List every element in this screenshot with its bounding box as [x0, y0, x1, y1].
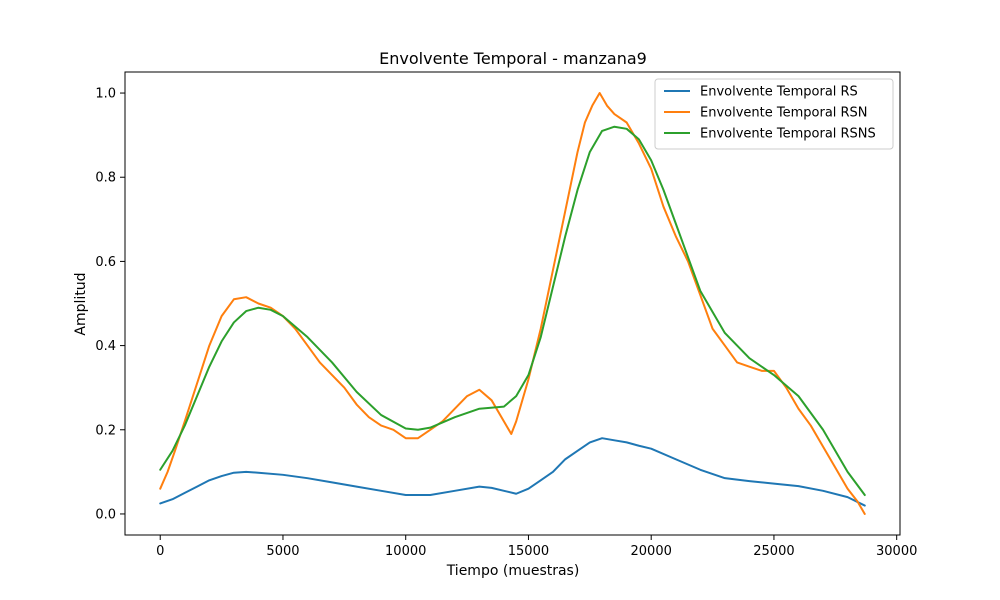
- x-axis-label: Tiempo (muestras): [446, 563, 580, 579]
- x-tick-label: 25000: [753, 544, 794, 559]
- plot-area: 0 5000 10000 15000 20000 25000 30000 0.0 0.2 0.4 0…: [95, 71, 917, 559]
- x-tick-label: 0: [156, 544, 164, 559]
- y-tick-label: 0.6: [95, 255, 116, 270]
- y-tick-label: 0.8: [95, 171, 116, 186]
- series-line-2: [159, 92, 866, 515]
- x-tick-label: 10000: [385, 544, 426, 559]
- series-line-3: [159, 125, 866, 497]
- legend-box: [654, 78, 894, 150]
- y-tick-label: 0.2: [95, 423, 116, 438]
- y-tick-label: 1.0: [95, 87, 116, 102]
- x-tick-label: 5000: [266, 544, 299, 559]
- y-tick-label: 0.4: [95, 339, 116, 354]
- x-tick-label: 30000: [876, 544, 917, 559]
- y-axis-label: Amplitud: [73, 272, 89, 335]
- legend-label: Envolvente Temporal RSN: [700, 106, 868, 121]
- axes-frame: [124, 71, 901, 536]
- legend-label: Envolvente Temporal RSNS: [700, 127, 876, 142]
- x-tick-label: 20000: [631, 544, 672, 559]
- legend: Envolvente Temporal RS Envolvente Tempora…: [654, 78, 894, 150]
- x-tick-label: 15000: [508, 544, 549, 559]
- y-tick-label: 0.0: [95, 507, 116, 522]
- series-line-1: [159, 437, 866, 507]
- chart-title: Envolvente Temporal - manzana9: [379, 49, 647, 68]
- legend-label: Envolvente Temporal RS: [700, 85, 858, 100]
